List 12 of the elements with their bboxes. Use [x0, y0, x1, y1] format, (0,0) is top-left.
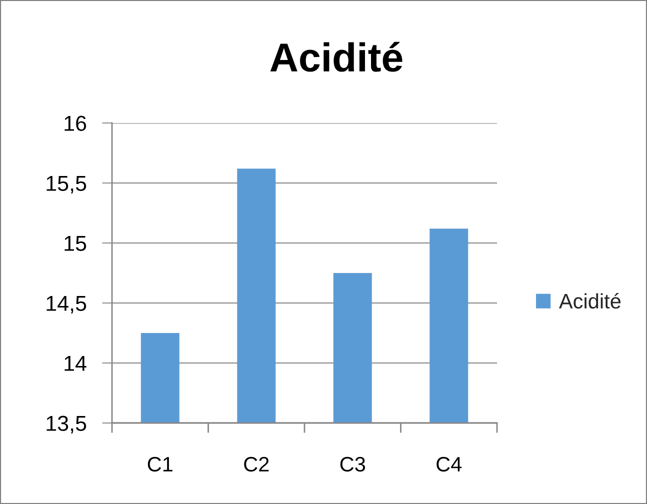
y-tick-label: 13,5	[46, 416, 86, 434]
x-tick-label: C3	[340, 456, 366, 472]
x-tick-label: C2	[244, 456, 269, 472]
y-tick-label: 15,5	[46, 176, 86, 194]
legend-label: Acidité	[558, 293, 621, 309]
x-tick-label: C4	[436, 456, 462, 472]
x-tick-label: C1	[148, 456, 172, 472]
y-tick-label: 16	[64, 116, 86, 132]
y-tick-label: 14	[64, 356, 86, 371]
chart-title: Acidité	[270, 42, 402, 72]
y-tick-label: 15	[64, 236, 86, 252]
y-tick-label: 14,5	[46, 296, 86, 314]
